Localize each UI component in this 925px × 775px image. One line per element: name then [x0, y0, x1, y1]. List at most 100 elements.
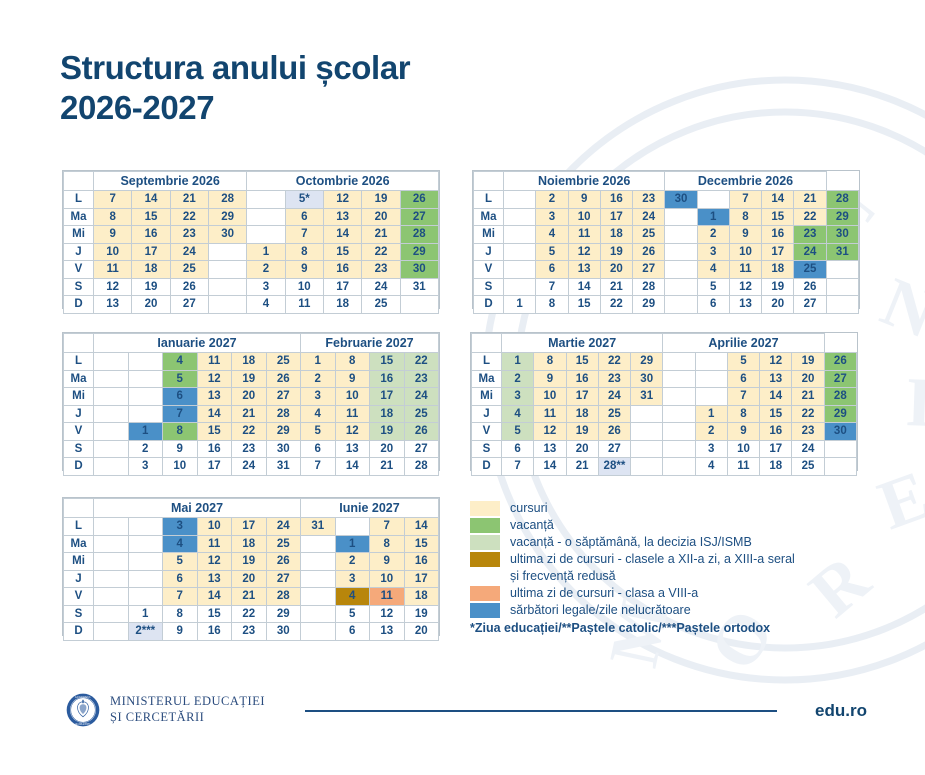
calendar-day-cell[interactable]: 18 — [231, 352, 267, 371]
calendar-day-cell[interactable]: 18 — [322, 295, 363, 314]
calendar-day-cell[interactable]: 13 — [369, 622, 405, 641]
calendar-day-cell[interactable]: 8 — [535, 295, 569, 314]
calendar-day-cell[interactable]: 7 — [500, 457, 535, 476]
calendar-day-cell[interactable]: 20 — [131, 295, 171, 314]
calendar-day-cell[interactable]: 20 — [231, 387, 267, 406]
calendar-day-cell[interactable]: 14 — [196, 404, 232, 423]
calendar-day-cell[interactable]: 25 — [632, 225, 666, 244]
calendar-day-cell[interactable]: 2 — [246, 260, 286, 279]
calendar-day-cell[interactable]: 5 — [300, 422, 336, 441]
calendar-day-cell[interactable]: 21 — [369, 457, 405, 476]
calendar-day-cell[interactable]: 7 — [728, 190, 763, 209]
calendar-day-cell[interactable]: 30 — [823, 422, 858, 441]
calendar-day-cell[interactable]: 17 — [599, 207, 634, 226]
calendar-day-cell[interactable]: 29 — [265, 604, 301, 623]
calendar-day-cell[interactable]: 25 — [265, 352, 301, 371]
calendar-day-cell[interactable]: 15 — [759, 404, 793, 423]
calendar-day-cell[interactable]: 14 — [322, 225, 363, 244]
calendar-day-cell[interactable]: 29 — [823, 404, 858, 423]
calendar-day-cell[interactable]: 1 — [334, 534, 370, 553]
calendar-day-cell[interactable]: 18 — [231, 534, 267, 553]
calendar-day-cell[interactable]: 29 — [825, 207, 860, 226]
calendar-day-cell[interactable]: 25 — [169, 260, 209, 279]
calendar-day-cell[interactable]: 17 — [565, 387, 599, 406]
calendar-day-cell[interactable]: 3 — [300, 387, 336, 406]
calendar-day-cell[interactable]: 3 — [535, 207, 569, 226]
calendar-day-cell[interactable]: 13 — [196, 387, 232, 406]
calendar-day-cell[interactable]: 17 — [403, 569, 439, 588]
calendar-day-cell[interactable]: 27 — [597, 439, 632, 458]
calendar-day-cell[interactable]: 14 — [533, 457, 567, 476]
calendar-day-cell[interactable]: 25 — [791, 457, 825, 476]
calendar-day-cell[interactable]: 8 — [533, 352, 567, 371]
calendar-day-cell[interactable]: 12 — [567, 242, 601, 261]
calendar-day-cell[interactable]: 22 — [793, 207, 827, 226]
calendar-day-cell[interactable]: 12 — [196, 552, 232, 571]
calendar-day-cell[interactable]: 18 — [761, 260, 795, 279]
calendar-day-cell[interactable]: 1 — [246, 242, 286, 261]
calendar-day-cell[interactable]: 8 — [334, 352, 370, 371]
calendar-day-cell[interactable]: 20 — [565, 439, 599, 458]
calendar-day-cell[interactable]: 30 — [630, 369, 664, 388]
calendar-day-cell[interactable]: 28 — [823, 387, 858, 406]
calendar-day-cell[interactable]: 29 — [630, 352, 664, 371]
calendar-day-cell[interactable]: 13 — [759, 369, 793, 388]
calendar-day-cell[interactable]: 26 — [169, 277, 209, 296]
calendar-day-cell[interactable]: 3 — [696, 242, 730, 261]
calendar-day-cell[interactable]: 23 — [632, 190, 666, 209]
calendar-day-cell[interactable]: 20 — [599, 260, 634, 279]
calendar-day-cell[interactable]: 27 — [823, 369, 858, 388]
calendar-day-cell[interactable]: 3 — [162, 517, 198, 536]
calendar-day-cell[interactable]: 20 — [369, 439, 405, 458]
calendar-day-cell[interactable]: 28 — [825, 190, 860, 209]
calendar-day-cell[interactable]: 13 — [334, 439, 370, 458]
calendar-day-cell[interactable]: 16 — [322, 260, 363, 279]
calendar-day-cell[interactable]: 14 — [334, 457, 370, 476]
calendar-day-cell[interactable]: 14 — [759, 387, 793, 406]
calendar-day-cell[interactable]: 9 — [162, 622, 198, 641]
calendar-day-cell[interactable]: 17 — [369, 387, 405, 406]
calendar-day-cell[interactable]: 11 — [728, 260, 763, 279]
calendar-day-cell[interactable]: 4 — [162, 534, 198, 553]
calendar-day-cell[interactable]: 16 — [599, 190, 634, 209]
calendar-day-cell[interactable]: 27 — [399, 207, 440, 226]
calendar-day-cell[interactable]: 30 — [825, 225, 860, 244]
calendar-day-cell[interactable]: 5 — [535, 242, 569, 261]
calendar-day-cell[interactable]: 13 — [92, 295, 133, 314]
calendar-day-cell[interactable]: 29 — [207, 207, 248, 226]
calendar-day-cell[interactable]: 22 — [231, 604, 267, 623]
calendar-day-cell[interactable]: 5 — [162, 552, 198, 571]
calendar-day-cell[interactable]: 9 — [162, 439, 198, 458]
calendar-day-cell[interactable]: 24 — [169, 242, 209, 261]
calendar-day-cell[interactable]: 16 — [131, 225, 171, 244]
calendar-day-cell[interactable]: 26 — [793, 277, 827, 296]
calendar-day-cell[interactable]: 11 — [196, 534, 232, 553]
calendar-day-cell[interactable]: 8 — [369, 534, 405, 553]
calendar-day-cell[interactable]: 10 — [196, 517, 232, 536]
calendar-day-cell[interactable]: 24 — [597, 387, 632, 406]
calendar-day-cell[interactable]: 4 — [246, 295, 286, 314]
calendar-day-cell[interactable]: 10 — [533, 387, 567, 406]
calendar-day-cell[interactable]: 6 — [334, 622, 370, 641]
calendar-day-cell[interactable]: 20 — [361, 207, 401, 226]
calendar-day-cell[interactable]: 30 — [399, 260, 440, 279]
calendar-day-cell[interactable]: 2 — [694, 422, 728, 441]
calendar-day-cell[interactable]: 22 — [169, 207, 209, 226]
calendar-day-cell[interactable]: 30 — [265, 439, 301, 458]
calendar-day-cell[interactable]: 8 — [162, 604, 198, 623]
calendar-day-cell[interactable]: 14 — [131, 190, 171, 209]
calendar-day-cell[interactable]: 21 — [793, 190, 827, 209]
calendar-day-cell[interactable]: 16 — [403, 552, 439, 571]
calendar-day-cell[interactable]: 23 — [791, 422, 825, 441]
calendar-day-cell[interactable]: 19 — [361, 190, 401, 209]
calendar-day-cell[interactable]: 28 — [207, 190, 248, 209]
calendar-day-cell[interactable]: 4 — [334, 587, 370, 606]
calendar-day-cell[interactable]: 6 — [535, 260, 569, 279]
calendar-day-cell[interactable]: 12 — [759, 352, 793, 371]
calendar-day-cell[interactable]: 10 — [728, 242, 763, 261]
calendar-day-cell[interactable]: 12 — [92, 277, 133, 296]
calendar-day-cell[interactable]: 4 — [535, 225, 569, 244]
calendar-day-cell[interactable]: 18 — [403, 587, 439, 606]
calendar-day-cell[interactable]: 23 — [403, 369, 439, 388]
calendar-day-cell[interactable]: 26 — [265, 369, 301, 388]
